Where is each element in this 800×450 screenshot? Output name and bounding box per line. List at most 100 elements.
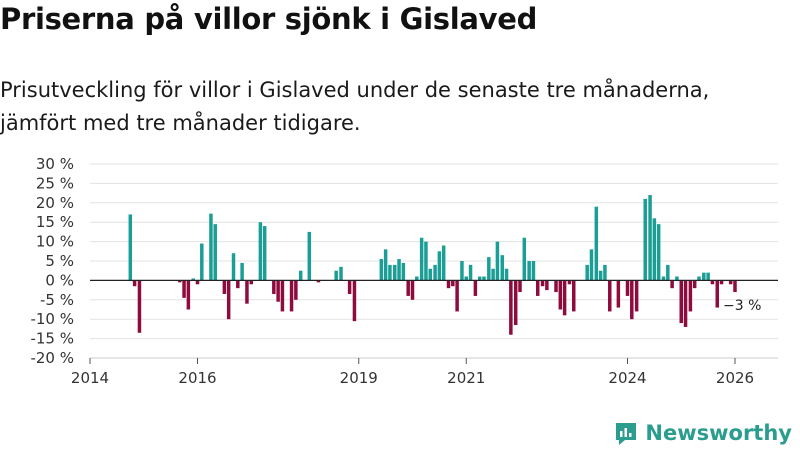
bar (630, 280, 634, 320)
bar (262, 226, 267, 281)
bar (307, 231, 312, 281)
y-tick-label: 15 % (36, 213, 74, 231)
bar (692, 280, 697, 289)
bar (464, 276, 468, 281)
bar (424, 241, 428, 281)
bar (178, 280, 182, 283)
bar (137, 280, 142, 333)
bar (128, 214, 133, 281)
bar (683, 280, 688, 327)
bar (428, 268, 432, 281)
bar (540, 280, 545, 287)
bar (585, 264, 589, 281)
bar (276, 280, 280, 302)
bar (231, 253, 236, 281)
y-tick-label: 25 % (36, 174, 74, 192)
bar (697, 276, 701, 281)
bar (433, 264, 437, 281)
bar (222, 280, 227, 294)
bar (531, 261, 536, 281)
bar (393, 264, 397, 281)
bar (513, 280, 518, 326)
bar (446, 280, 451, 289)
x-tick-label: 2019 (340, 369, 378, 387)
bar (460, 261, 464, 281)
bar (272, 280, 276, 294)
bar (316, 280, 321, 283)
chart-title: Priserna på villor sjönk i Gislaved (0, 2, 538, 36)
bar (388, 264, 392, 281)
bar (482, 276, 486, 281)
bar (280, 280, 285, 312)
bar (675, 276, 679, 281)
bar (710, 280, 715, 285)
bar (670, 280, 674, 289)
bar (643, 198, 647, 281)
newsworthy-logo-icon (616, 423, 637, 445)
bar (477, 276, 482, 281)
bar (347, 280, 352, 294)
y-tick-label: 20 % (36, 194, 74, 212)
y-tick-label: 5 % (45, 252, 74, 270)
bar (679, 280, 683, 324)
bar (289, 280, 294, 312)
bar (603, 264, 607, 281)
bar (594, 206, 599, 281)
bar (191, 278, 195, 281)
bar (419, 237, 424, 281)
bar (589, 249, 594, 281)
x-tick-label: 2021 (447, 369, 485, 387)
bar (558, 280, 563, 310)
axes: 30 %25 % 20 %15 % 10 %5 %0 % -5 %-10 % -15 %… (30, 155, 778, 387)
bar (572, 280, 576, 312)
bar (200, 243, 204, 281)
bar (509, 280, 513, 335)
bar (562, 280, 567, 316)
bar (195, 280, 200, 285)
bar (258, 222, 263, 281)
x-tick-label: 2024 (608, 369, 646, 387)
bars (128, 195, 737, 335)
bar (527, 261, 531, 281)
bar (397, 259, 401, 281)
bar (598, 270, 603, 281)
bar (487, 257, 491, 281)
bar (383, 249, 388, 281)
bar (455, 280, 459, 312)
bar (249, 280, 253, 285)
bar (245, 280, 249, 304)
bar (634, 280, 639, 312)
bar (652, 218, 657, 281)
y-tick-label: -20 % (30, 349, 74, 367)
bar-chart: 30 %25 % 20 %15 % 10 %5 %0 % -5 %-10 % -15 %… (30, 155, 778, 387)
y-tick-label: -15 % (30, 330, 74, 348)
bar (334, 270, 338, 281)
bar (379, 259, 384, 281)
bar (209, 213, 213, 281)
bar (294, 280, 298, 300)
bar (608, 280, 612, 312)
bar (298, 270, 303, 281)
x-tick-label: 2014 (71, 369, 109, 387)
bar (706, 272, 710, 281)
bar (500, 255, 505, 281)
bar (728, 280, 733, 285)
bar (535, 280, 540, 296)
bar (437, 251, 442, 281)
bar (688, 280, 693, 312)
bar (186, 280, 191, 310)
bar (473, 280, 478, 296)
bar (554, 280, 558, 293)
bar (401, 262, 406, 281)
y-tick-label: 10 % (36, 233, 74, 251)
bar (406, 280, 410, 296)
bar (240, 262, 244, 281)
bar (226, 280, 231, 320)
bar (339, 266, 343, 281)
bar (495, 241, 500, 281)
bar (415, 276, 419, 281)
bar (352, 280, 357, 322)
bar (719, 280, 724, 285)
x-tick-label: 2016 (178, 369, 216, 387)
bar (236, 280, 240, 289)
